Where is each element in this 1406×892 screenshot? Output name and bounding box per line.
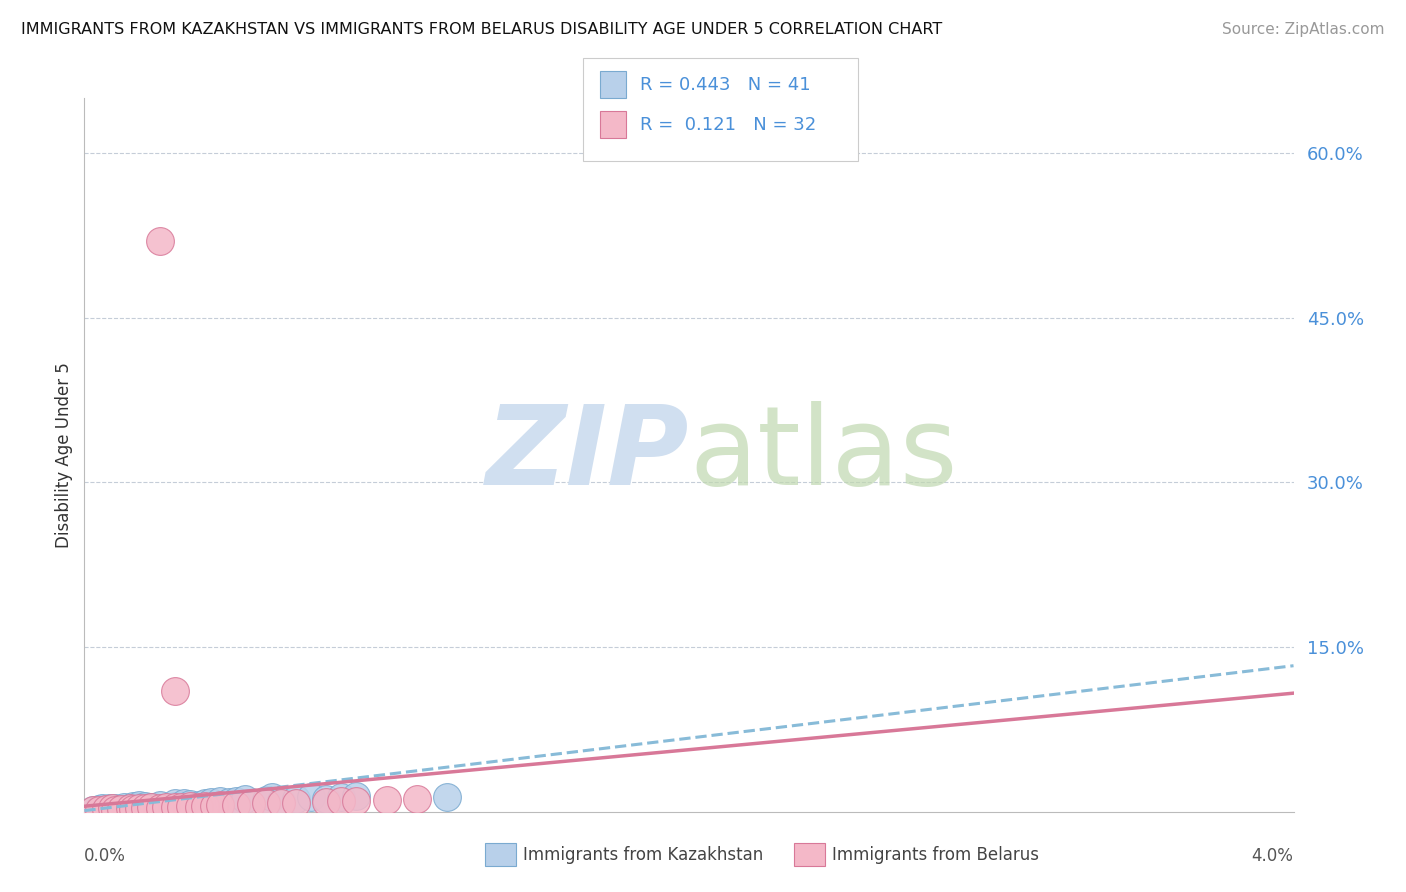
Point [406,792,429,806]
Point [89,802,111,816]
Point [139,800,162,814]
Point [118,801,141,815]
Point [157,799,180,814]
Point [375,793,398,807]
Point [91,801,114,815]
Text: 4.0%: 4.0% [1251,847,1294,865]
Point [254,797,277,811]
Point [188,798,211,813]
Point [170,799,193,814]
Point [94,802,117,816]
Point [225,797,247,812]
Point [128,800,150,814]
Point [149,798,172,813]
Point [110,802,132,816]
Point [346,794,368,808]
Point [112,800,135,814]
Point [285,796,308,810]
Point [104,803,127,817]
Point [179,797,201,811]
Point [188,800,211,814]
Point [110,802,132,816]
Point [134,801,156,815]
Point [209,798,232,813]
Point [218,795,240,809]
Point [104,803,127,817]
Point [233,791,256,805]
Point [436,790,458,805]
Point [315,791,337,805]
Point [179,799,201,814]
Point [97,801,120,815]
Y-axis label: Disability Age Under 5: Disability Age Under 5 [55,362,73,548]
Point [299,790,322,805]
Point [315,795,337,809]
Point [170,799,193,814]
Point [134,798,156,813]
Text: Source: ZipAtlas.com: Source: ZipAtlas.com [1222,22,1385,37]
Point [142,800,165,814]
Point [330,794,353,808]
Text: Immigrants from Kazakhstan: Immigrants from Kazakhstan [523,846,763,863]
Point [128,798,150,813]
Point [165,799,187,814]
Point [346,789,368,804]
Point [165,684,187,698]
Point [128,801,150,815]
Point [260,790,283,805]
Point [104,801,127,815]
Point [194,798,217,813]
Point [209,794,232,808]
Point [149,234,172,248]
Point [285,791,308,805]
Point [270,796,292,810]
Point [82,803,104,817]
Text: R =  0.121   N = 32: R = 0.121 N = 32 [640,116,815,134]
Text: atlas: atlas [689,401,957,508]
Point [194,796,217,810]
Point [165,800,187,814]
Point [115,802,138,816]
Point [118,801,141,815]
Text: ZIP: ZIP [485,401,689,508]
Point [139,799,162,814]
Point [239,797,262,811]
Point [121,802,143,816]
Point [270,794,292,808]
Text: R = 0.443   N = 41: R = 0.443 N = 41 [640,76,810,94]
Point [330,790,353,805]
Point [254,792,277,806]
Point [149,801,172,815]
Point [225,794,247,808]
Point [134,801,156,815]
Point [125,801,148,815]
Point [89,803,111,817]
Point [200,795,222,809]
Text: IMMIGRANTS FROM KAZAKHSTAN VS IMMIGRANTS FROM BELARUS DISABILITY AGE UNDER 5 COR: IMMIGRANTS FROM KAZAKHSTAN VS IMMIGRANTS… [21,22,942,37]
Point [82,803,104,817]
Point [121,799,143,814]
Point [100,801,122,815]
Point [165,796,187,810]
Point [155,800,177,814]
Text: 0.0%: 0.0% [84,847,127,865]
Point [173,796,195,810]
Point [202,799,225,814]
Text: Immigrants from Belarus: Immigrants from Belarus [832,846,1039,863]
